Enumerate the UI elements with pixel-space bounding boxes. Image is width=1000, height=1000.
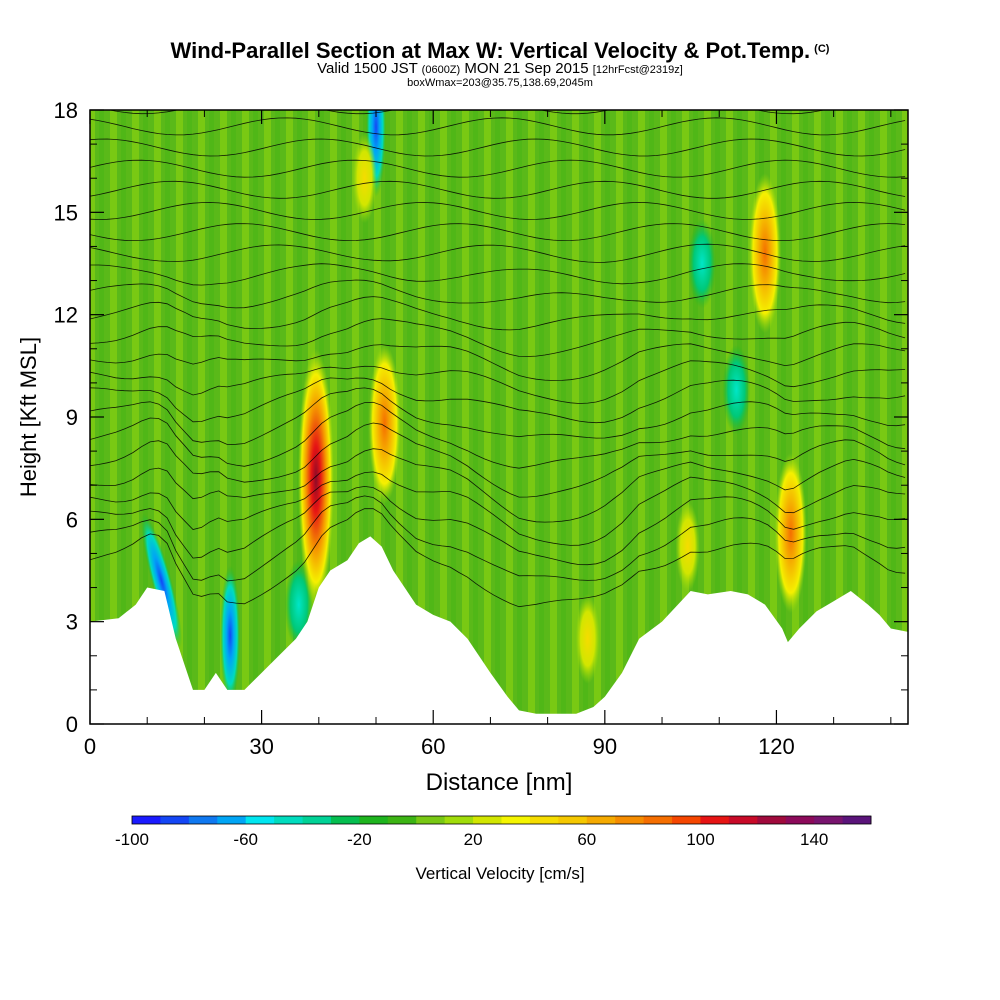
x-tick-label: 60	[421, 734, 445, 759]
colorbar-swatch	[814, 816, 843, 824]
colorbar-swatch	[274, 816, 303, 824]
colorbar-swatch	[188, 816, 218, 824]
theta-contour	[90, 138, 906, 157]
theta-contour	[90, 279, 906, 309]
colorbar-swatch	[757, 816, 787, 824]
theta-contour	[90, 159, 906, 178]
x-axis-label: Distance [nm]	[426, 769, 573, 796]
updraft-core-2	[748, 173, 781, 334]
y-axis: 0 3 6 9 12 15 18	[54, 98, 908, 737]
colorbar-swatch	[728, 816, 758, 824]
colorbar-swatch	[672, 816, 701, 824]
colorbar-swatch	[586, 816, 616, 824]
colorbar-swatch	[416, 816, 446, 824]
x-tick-label: 90	[593, 734, 617, 759]
colorbar-swatch	[529, 816, 559, 824]
theta-contour	[90, 508, 906, 608]
theta-contour	[90, 201, 906, 220]
terrain	[90, 536, 908, 724]
y-tick-label: 9	[66, 405, 78, 430]
theta-contour	[90, 263, 906, 286]
theta-contour	[90, 318, 906, 357]
colorbar-swatch	[132, 816, 161, 824]
colorbar-swatch	[387, 816, 417, 824]
colorbar-swatch	[842, 816, 872, 824]
theta-contour	[90, 448, 906, 523]
theta-contour	[90, 377, 906, 424]
chart-subtitle: Valid 1500 JST (0600Z) MON 21 Sep 2015 […	[317, 60, 683, 77]
colorbar-swatch	[160, 816, 190, 824]
theta-contour	[90, 360, 906, 404]
updraft-core-4	[675, 501, 700, 592]
colorbar-tick-label: 140	[800, 830, 828, 849]
colorbar-tick-label: 100	[686, 830, 714, 849]
updraft-core-1	[368, 343, 401, 504]
pot-temp-contours	[90, 110, 906, 608]
x-tick-label: 30	[249, 734, 273, 759]
x-tick-label: 120	[758, 734, 795, 759]
downdraft-core-5	[688, 218, 717, 309]
chart-title: Wind-Parallel Section at Max W: Vertical…	[170, 38, 830, 63]
chart-box-info: boxWmax=203@35.75,138.69,2045m	[407, 77, 593, 89]
colorbar-swatch	[473, 816, 502, 824]
colorbar-tick-label: -20	[347, 830, 372, 849]
theta-contour	[90, 471, 906, 546]
colorbar-tick-label: -60	[233, 830, 258, 849]
y-tick-label: 15	[54, 200, 78, 225]
colorbar-swatch	[785, 816, 815, 824]
colorbar-swatch	[700, 816, 730, 824]
colorbar-frame	[131, 815, 872, 825]
colorbar-swatch	[330, 816, 360, 824]
theta-contour	[90, 243, 906, 263]
title-mark: (C)	[814, 43, 830, 55]
colorbar-swatch	[217, 816, 247, 824]
colorbar-tick-label: 20	[464, 830, 483, 849]
downdraft-core-4	[722, 344, 751, 435]
updraft-core-0	[297, 348, 334, 609]
updraft-core-5	[352, 133, 377, 224]
colorbar-tick-label: 60	[577, 830, 596, 849]
y-tick-label: 6	[66, 507, 78, 532]
theta-contour	[90, 296, 906, 331]
y-tick-label: 3	[66, 610, 78, 635]
colorbar-swatch	[444, 816, 474, 824]
downdraft-core-0	[140, 513, 183, 649]
colorbar-swatch	[615, 816, 645, 824]
theta-contour	[90, 180, 906, 199]
colorbar-swatch	[643, 816, 673, 824]
colorbar-label: Vertical Velocity [cm/s]	[415, 864, 585, 883]
theta-contour	[90, 401, 906, 469]
plot-streaks	[90, 110, 908, 724]
y-tick-label: 12	[54, 303, 78, 328]
theta-contour	[90, 485, 906, 566]
colorbar-swatch	[558, 816, 588, 824]
theta-contour	[90, 223, 906, 242]
colorbar-swatch	[245, 816, 275, 824]
updraft-core-6	[575, 593, 600, 684]
colorbar-swatch	[501, 816, 531, 824]
theta-contour	[108, 110, 826, 115]
theta-contour	[90, 422, 906, 498]
theta-contour	[90, 117, 906, 136]
theta-contour	[90, 495, 906, 582]
colorbar: -100 -60 -20 20 60 100 140	[115, 815, 872, 849]
updraft-core-3	[774, 452, 807, 613]
y-tick-label: 18	[54, 98, 78, 123]
y-tick-label: 0	[66, 712, 78, 737]
theta-contour	[90, 387, 906, 445]
colorbar-swatch	[359, 816, 389, 824]
x-tick-label: 0	[84, 734, 96, 759]
y-axis-label: Height [Kft MSL]	[16, 337, 41, 497]
theta-contour	[90, 343, 906, 381]
x-axis: 0 30 60 90 120	[84, 110, 892, 759]
colorbar-swatch	[302, 816, 332, 824]
colorbar-tick-label: -100	[115, 830, 149, 849]
